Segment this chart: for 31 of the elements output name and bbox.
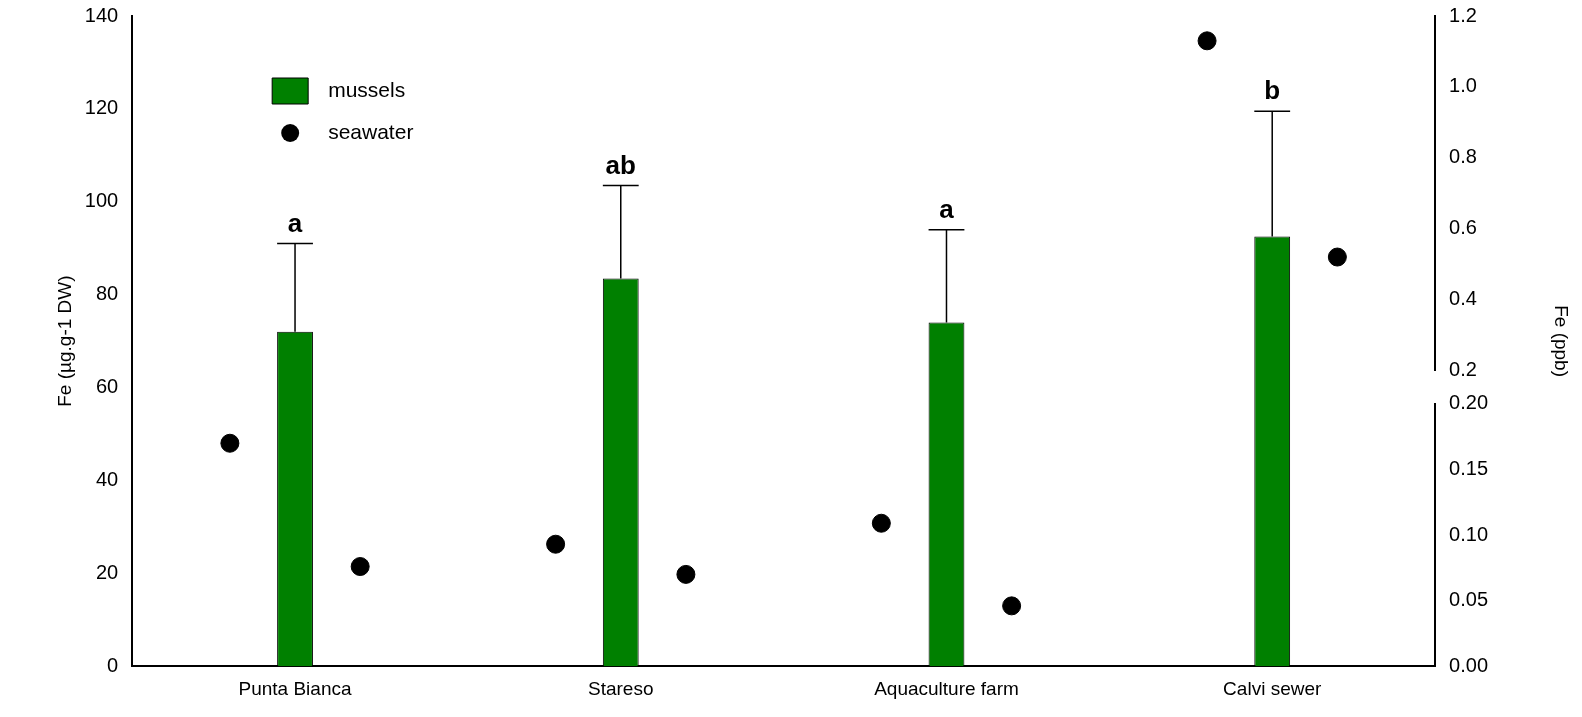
y-tick-label: 20	[95, 560, 119, 583]
y3-tick-label: 0.2	[1449, 357, 1477, 380]
y2-axis-title: Fe (ppb)	[1550, 305, 1572, 378]
y-tick-label: 120	[84, 96, 119, 119]
y3-tick-label: 0.4	[1449, 287, 1477, 310]
annotation: b	[1264, 75, 1281, 106]
y2-tick-label: 0.05	[1449, 588, 1489, 611]
y2-tick-label: 0.15	[1449, 456, 1489, 479]
y3-tick-label: 1.0	[1449, 74, 1477, 97]
y-tick-label: 100	[84, 189, 119, 212]
y2-tick-label: 0.10	[1449, 522, 1489, 545]
annotation: a	[939, 193, 955, 224]
y3-tick-label: 0.8	[1449, 145, 1477, 168]
y-tick-label: 140	[84, 3, 119, 26]
y3-tick-label: 1.2	[1449, 3, 1477, 26]
x-tick-label: Punta Bianca	[238, 677, 352, 699]
y-tick-label: 80	[95, 282, 119, 305]
x-tick-label: Stareso	[588, 677, 654, 699]
annotation: ab	[605, 149, 636, 180]
y2-tick-label: 0.00	[1449, 653, 1489, 676]
annotation: a	[287, 207, 303, 238]
legend-label: mussels	[328, 77, 406, 101]
y-tick-label: 0	[107, 653, 119, 676]
x-tick-label: Calvi sewer	[1223, 677, 1322, 699]
y2-tick-label: 0.20	[1449, 391, 1489, 414]
y-tick-label: 60	[95, 375, 119, 398]
y-tick-label: 40	[95, 467, 119, 490]
legend-label: seawater	[328, 119, 414, 143]
y3-tick-label: 0.6	[1449, 216, 1477, 239]
x-tick-label: Aquaculture farm	[874, 677, 1019, 699]
y-axis-title: Fe (µg.g-1 DW)	[53, 275, 75, 407]
